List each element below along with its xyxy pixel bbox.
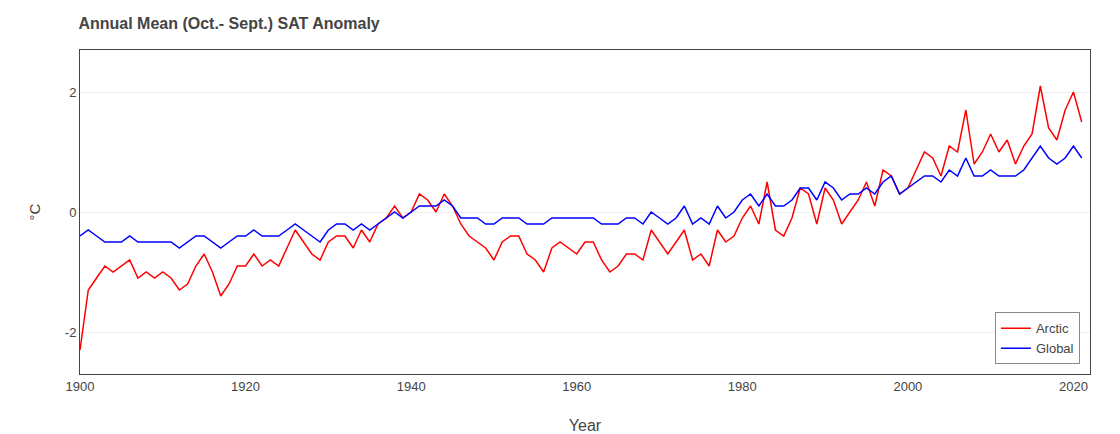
svg-text:2020: 2020 — [1059, 379, 1088, 394]
svg-text:1920: 1920 — [231, 379, 260, 394]
svg-text:2: 2 — [69, 85, 76, 100]
svg-text:0: 0 — [69, 205, 76, 220]
svg-text:°C: °C — [26, 203, 43, 220]
svg-text:1900: 1900 — [66, 379, 95, 394]
svg-text:2000: 2000 — [893, 379, 922, 394]
svg-text:-2: -2 — [65, 325, 77, 340]
svg-text:Year: Year — [569, 417, 602, 434]
svg-text:1940: 1940 — [397, 379, 426, 394]
svg-text:Global: Global — [1036, 341, 1074, 356]
svg-text:Annual Mean (Oct.- Sept.) SAT: Annual Mean (Oct.- Sept.) SAT Anomaly — [78, 15, 379, 32]
svg-text:1960: 1960 — [562, 379, 591, 394]
svg-text:Arctic: Arctic — [1036, 321, 1069, 336]
svg-text:1980: 1980 — [728, 379, 757, 394]
